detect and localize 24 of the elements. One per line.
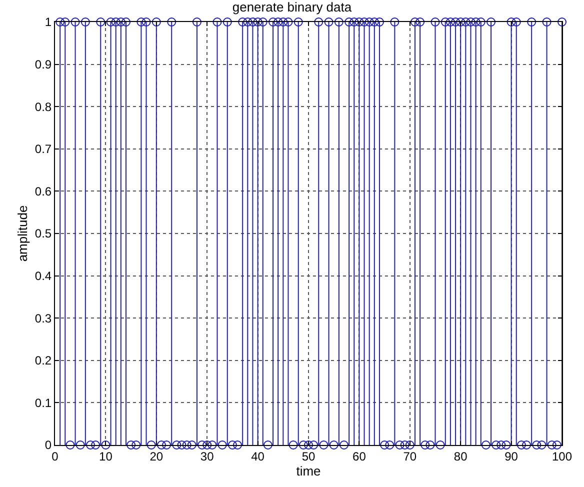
y-tick-label: 0.6 [34, 184, 52, 198]
x-tick-label: 30 [200, 449, 214, 464]
y-axis-title: amplitude [14, 205, 30, 262]
y-tick-label: 1 [44, 15, 52, 30]
y-tick-label: 0.8 [34, 100, 52, 114]
y-tick-label: 0.3 [34, 311, 52, 326]
x-tick-label: 50 [302, 449, 316, 464]
y-tick-label: 0.2 [34, 354, 52, 368]
x-tick-label: 60 [352, 449, 366, 464]
x-tick-label: 90 [504, 449, 518, 464]
x-tick-label: 100 [552, 449, 572, 464]
chart-title: generate binary data [232, 0, 352, 15]
x-tick-label: 10 [99, 449, 113, 464]
y-tick-label: 0.4 [34, 269, 52, 283]
y-tick-label: 0 [44, 438, 52, 452]
x-tick-label: 40 [251, 449, 265, 464]
y-tick-label: 0.5 [34, 226, 52, 241]
x-tick-label: 80 [454, 449, 468, 464]
y-tick-label: 0.7 [34, 142, 52, 156]
x-tick-label: 20 [150, 449, 164, 464]
y-tick-label: 0.9 [34, 58, 52, 72]
x-axis-title: time [296, 463, 321, 478]
x-tick-label: 70 [403, 449, 417, 464]
y-tick-label: 0.1 [34, 396, 52, 410]
